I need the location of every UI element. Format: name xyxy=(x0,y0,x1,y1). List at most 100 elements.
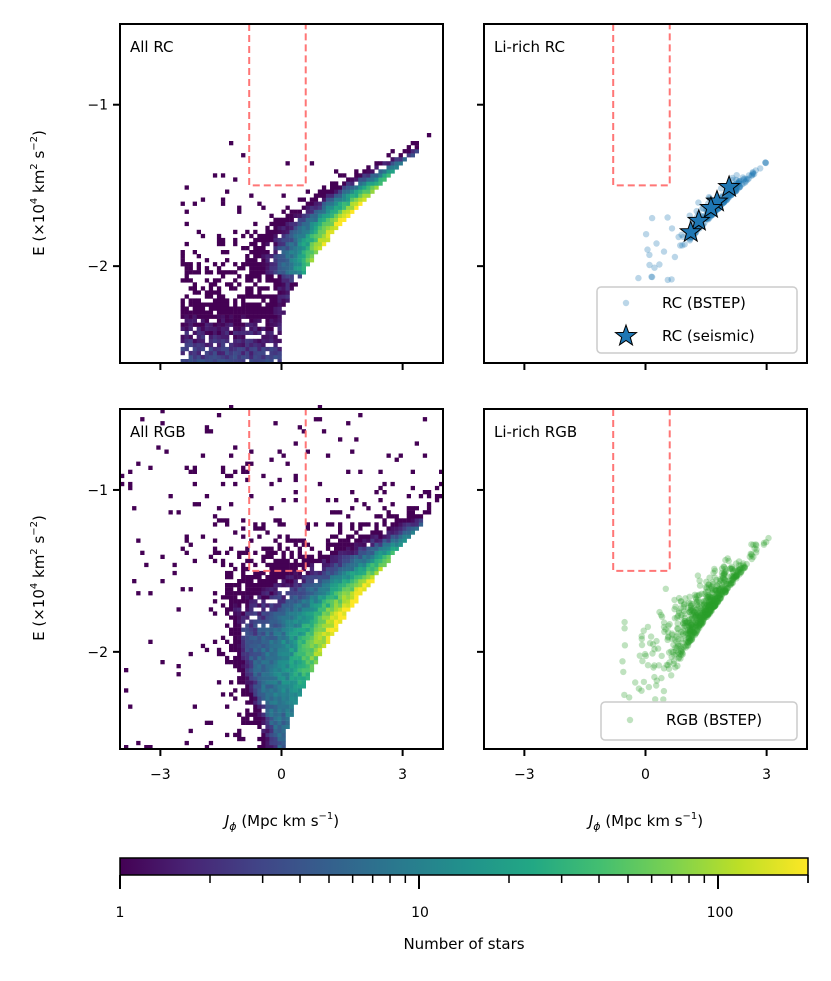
scatter-point xyxy=(696,617,703,624)
histogram-bin xyxy=(261,338,266,344)
histogram-bin xyxy=(346,534,351,539)
scatter-point xyxy=(706,601,713,609)
histogram-bin xyxy=(273,225,278,231)
histogram-bin xyxy=(406,510,411,515)
scatter-point xyxy=(705,603,712,611)
scatter-point xyxy=(727,581,734,588)
histogram-bin xyxy=(325,538,331,543)
histogram-bin xyxy=(289,676,294,681)
histogram-bin xyxy=(269,583,274,588)
histogram-bin xyxy=(273,229,278,235)
histogram-bin xyxy=(265,591,270,596)
histogram-bin xyxy=(200,306,206,311)
histogram-bin xyxy=(297,575,302,580)
histogram-bin xyxy=(273,611,278,616)
scatter-point xyxy=(718,584,725,592)
histogram-bin xyxy=(301,676,306,681)
scatter-point xyxy=(710,601,718,608)
histogram-bin xyxy=(269,619,274,624)
histogram-bin xyxy=(338,550,343,555)
histogram-bin xyxy=(229,270,234,275)
histogram-bin xyxy=(273,631,278,636)
scatter-point xyxy=(707,604,715,612)
histogram-bin xyxy=(370,546,375,551)
histogram-bin xyxy=(285,546,290,551)
histogram-bin xyxy=(204,326,210,331)
scatter-point xyxy=(720,578,727,586)
histogram-bin xyxy=(204,350,210,356)
scatter-point xyxy=(741,564,748,571)
histogram-bin xyxy=(330,205,335,210)
histogram-bin xyxy=(350,526,355,531)
histogram-bin xyxy=(354,599,359,604)
histogram-bin xyxy=(293,490,298,495)
scatter-point xyxy=(675,642,682,650)
histogram-bin xyxy=(237,314,242,319)
histogram-bin xyxy=(285,237,290,243)
histogram-bin xyxy=(334,169,339,174)
histogram-bin xyxy=(317,405,323,410)
histogram-bin xyxy=(321,225,327,231)
histogram-bin xyxy=(257,294,262,299)
histogram-bin xyxy=(249,322,254,327)
histogram-bin xyxy=(249,623,254,628)
histogram-bin xyxy=(330,562,335,568)
histogram-bin xyxy=(321,197,327,202)
histogram-bin xyxy=(338,607,343,612)
histogram-bin xyxy=(414,149,419,154)
histogram-bin xyxy=(334,554,339,559)
histogram-bin xyxy=(257,603,262,608)
histogram-bin xyxy=(346,562,351,568)
scatter-point xyxy=(752,541,759,548)
histogram-bin xyxy=(325,631,331,636)
histogram-bin xyxy=(180,298,185,303)
histogram-bin xyxy=(346,550,351,555)
histogram-bin xyxy=(241,591,246,596)
histogram-bin xyxy=(313,647,319,653)
scatter-point xyxy=(713,587,720,594)
histogram-bin xyxy=(285,161,290,166)
histogram-bin xyxy=(330,599,335,604)
histogram-bin xyxy=(277,346,282,352)
histogram-bin xyxy=(229,310,234,315)
histogram-bin xyxy=(398,157,403,162)
histogram-bin xyxy=(253,603,258,608)
histogram-bin xyxy=(281,209,286,214)
histogram-bin xyxy=(249,278,254,283)
histogram-bin xyxy=(358,587,363,592)
scatter-point xyxy=(682,617,689,625)
histogram-bin xyxy=(261,526,266,531)
scatter-point xyxy=(740,180,747,187)
histogram-bin xyxy=(309,639,315,644)
histogram-bin xyxy=(374,173,379,178)
histogram-bin xyxy=(317,635,323,640)
histogram-bin xyxy=(273,221,278,227)
scatter-point xyxy=(710,603,718,610)
scatter-point xyxy=(700,616,707,623)
scatter-point xyxy=(689,600,696,608)
histogram-bin xyxy=(208,346,214,352)
scatter-point xyxy=(678,648,685,656)
histogram-bin xyxy=(309,635,315,640)
histogram-bin xyxy=(257,278,262,283)
scatter-point xyxy=(718,569,726,577)
histogram-bin xyxy=(354,546,359,551)
histogram-bin xyxy=(313,241,319,247)
histogram-bin xyxy=(237,334,242,340)
histogram-bin xyxy=(342,538,347,543)
histogram-bin xyxy=(277,708,282,713)
histogram-bin xyxy=(241,262,246,267)
scatter-point xyxy=(694,611,702,618)
histogram-bin xyxy=(325,595,331,600)
histogram-bin xyxy=(313,619,319,624)
histogram-bin xyxy=(245,546,250,551)
histogram-bin xyxy=(342,591,347,596)
histogram-bin xyxy=(342,173,347,178)
scatter-point xyxy=(728,565,736,572)
histogram-bin xyxy=(249,350,254,356)
scatter-point xyxy=(689,630,696,637)
scatter-point xyxy=(684,635,692,642)
histogram-bin xyxy=(253,346,258,352)
histogram-bin xyxy=(269,651,274,657)
histogram-bin xyxy=(204,745,210,750)
